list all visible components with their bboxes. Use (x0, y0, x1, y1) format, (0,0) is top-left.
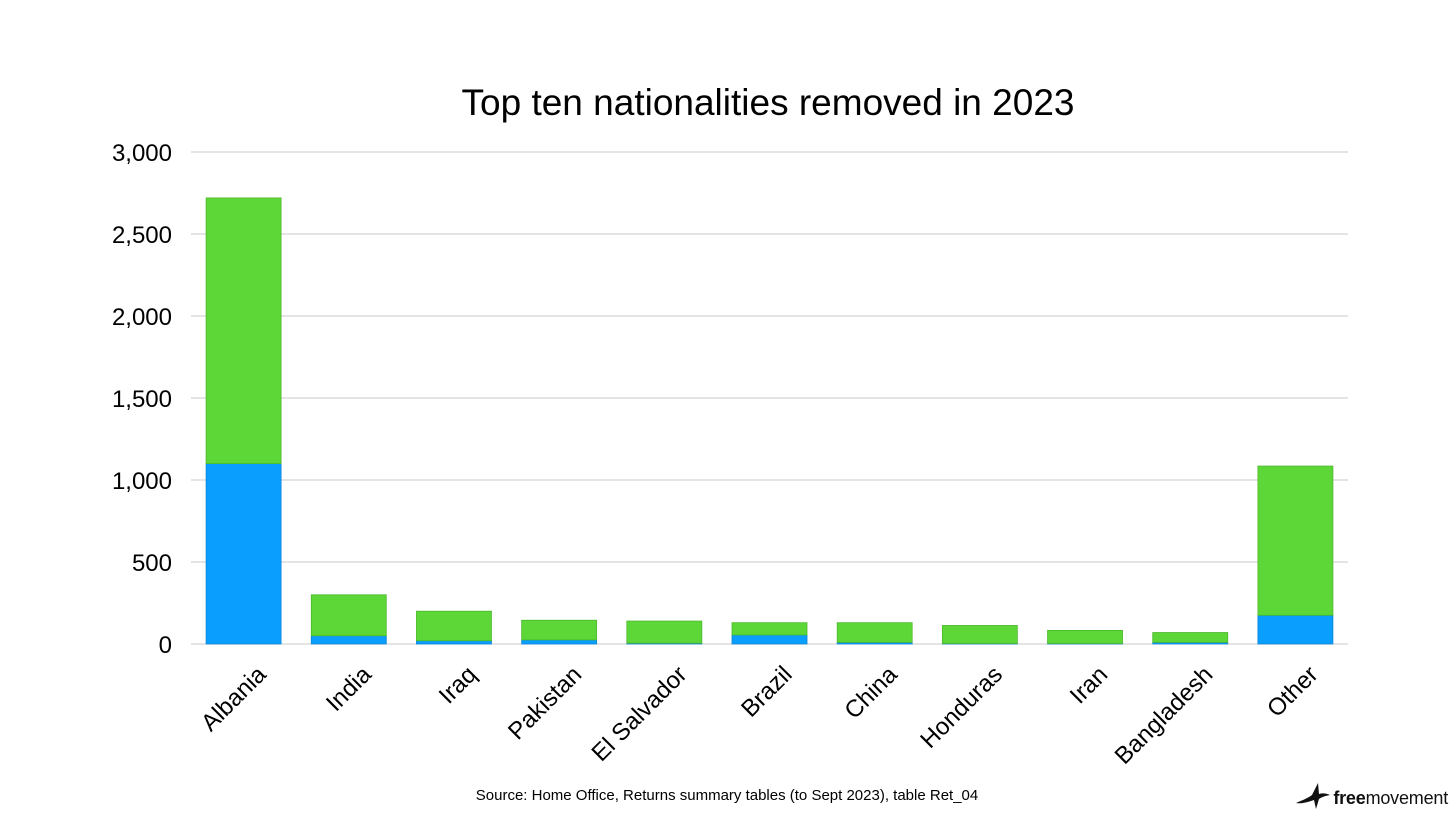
bar-segment-other-2 (1257, 465, 1334, 616)
bar-segment-el-salvador-2 (626, 620, 703, 644)
bar-segment-india-1 (310, 635, 387, 645)
x-category-label: Honduras (915, 661, 1008, 754)
bar-segment-brazil-1 (731, 634, 808, 645)
x-category-label: Iraq (434, 661, 482, 709)
bar-segment-india-2 (310, 594, 387, 637)
bar-segment-china-2 (836, 622, 913, 643)
chart-title: Top ten nationalities removed in 2023 (462, 82, 1075, 123)
bar-segment-pakistan-1 (521, 639, 598, 645)
logo-text-bold: free (1333, 788, 1366, 808)
x-axis-labels: Albania India Iraq Pakistan El Salvador Brazi… (196, 661, 1324, 770)
x-category-label: Bangladesh (1110, 661, 1219, 770)
bar-segment-iran-2 (1047, 629, 1123, 644)
y-tick-label: 0 (159, 632, 172, 659)
bars (205, 197, 1334, 645)
bar-segment-albania-2 (205, 197, 282, 464)
logo-wordmark: freemovement (1333, 789, 1448, 811)
x-category-label: China (839, 661, 903, 725)
x-category-label: Other (1262, 661, 1324, 723)
x-category-label: Iran (1065, 661, 1113, 709)
bar-segment-other-1 (1257, 614, 1334, 645)
y-tick-label: 2,000 (112, 304, 172, 331)
gridlines (191, 151, 1348, 645)
y-tick-label: 1,500 (112, 386, 172, 413)
bar-segment-albania-1 (205, 463, 282, 645)
x-category-label: Brazil (736, 661, 798, 723)
freemovement-logo: freemovement (1295, 781, 1448, 811)
x-category-label: El Salvador (587, 661, 693, 767)
bar-segment-bangladesh-2 (1152, 632, 1229, 643)
y-axis-ticks: 0 500 1,000 1,500 2,000 2,500 3,000 (112, 140, 172, 659)
x-category-label: India (321, 661, 377, 717)
bar-segment-brazil-2 (731, 622, 808, 636)
y-tick-label: 500 (132, 550, 172, 577)
bar-segment-pakistan-2 (521, 619, 598, 641)
x-category-label: Pakistan (503, 661, 587, 745)
bar-segment-iraq-1 (416, 640, 492, 645)
source-note: Source: Home Office, Returns summary tab… (476, 787, 978, 804)
bar-segment-iraq-2 (416, 610, 492, 642)
y-tick-label: 1,000 (112, 468, 172, 495)
x-category-label: Albania (196, 661, 272, 737)
y-tick-label: 2,500 (112, 222, 172, 249)
y-tick-label: 3,000 (112, 140, 172, 167)
bird-icon (1296, 783, 1331, 809)
bar-segment-honduras-2 (941, 625, 1018, 644)
logo-text-regular: movement (1365, 788, 1449, 808)
